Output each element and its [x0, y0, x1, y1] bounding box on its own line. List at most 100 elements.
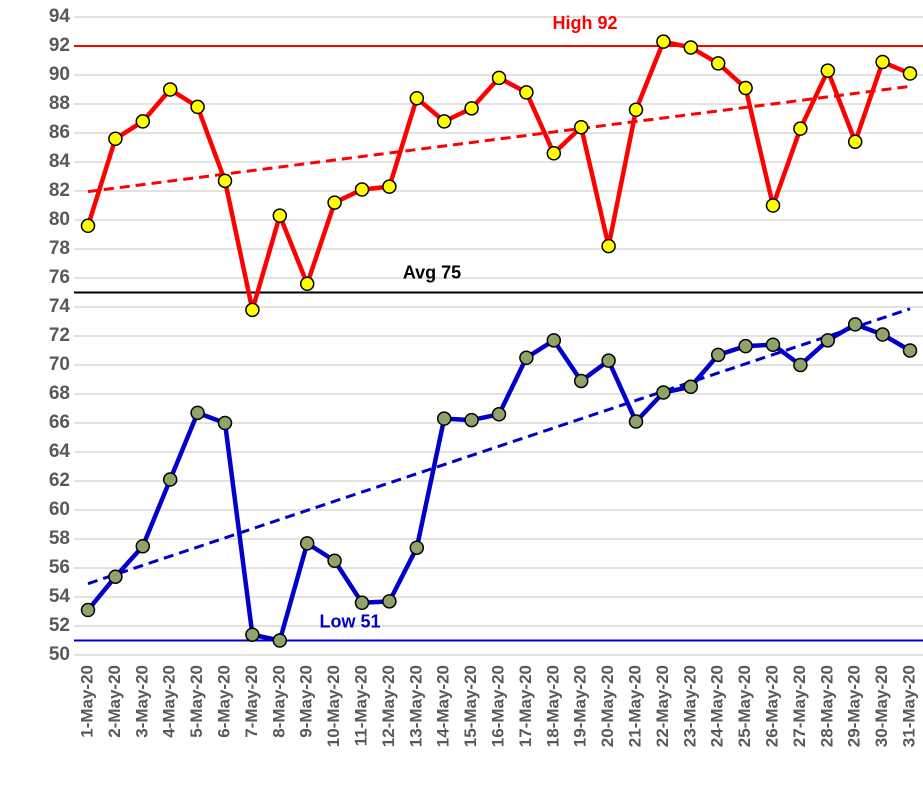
data-point — [464, 412, 479, 428]
data-point — [108, 131, 123, 147]
x-tick-label: 21-May-20 — [625, 665, 644, 747]
y-tick-label: 92 — [49, 35, 70, 56]
data-point — [765, 198, 781, 213]
x-tick-label: 5-May-20 — [187, 665, 206, 738]
data-point — [683, 40, 699, 55]
x-tick-label: 23-May-20 — [680, 665, 699, 747]
data-point — [190, 405, 205, 421]
x-tick-label: 1-May-20 — [77, 665, 96, 738]
data-point — [902, 66, 918, 81]
data-point — [409, 540, 425, 555]
data-point — [436, 114, 452, 129]
y-tick-label: 74 — [49, 296, 71, 317]
reference-label: Low 51 — [319, 612, 380, 632]
data-point — [875, 54, 890, 70]
x-tick-label: 3-May-20 — [132, 665, 151, 738]
y-tick-label: 94 — [49, 6, 71, 27]
data-point — [601, 353, 616, 368]
data-point — [793, 121, 808, 136]
data-point — [245, 627, 260, 642]
data-point — [820, 63, 836, 78]
data-point — [80, 218, 96, 234]
x-tick-label: 12-May-20 — [379, 665, 398, 747]
x-tick-label: 27-May-20 — [790, 665, 809, 747]
data-point — [546, 333, 562, 348]
x-tick-label: 24-May-20 — [708, 665, 727, 747]
x-tick-label: 19-May-20 — [571, 665, 590, 747]
data-point — [519, 85, 534, 100]
x-tick-label: 18-May-20 — [543, 665, 562, 747]
data-point — [217, 415, 233, 431]
data-point — [272, 208, 288, 223]
y-tick-label: 50 — [49, 644, 70, 665]
x-tick-label: 26-May-20 — [762, 665, 781, 747]
data-point — [245, 302, 260, 318]
data-point — [628, 414, 644, 429]
y-tick-label: 62 — [49, 470, 70, 491]
y-tick-label: 76 — [49, 267, 70, 288]
data-point — [299, 276, 315, 292]
data-point — [656, 385, 671, 400]
data-point — [793, 357, 808, 373]
y-tick-label: 78 — [49, 238, 70, 259]
data-point — [847, 317, 863, 332]
y-tick-label: 56 — [49, 557, 70, 578]
y-tick-label: 82 — [49, 180, 70, 201]
data-point — [573, 373, 589, 389]
x-tick-label: 15-May-20 — [461, 665, 480, 747]
x-tick-label: 10-May-20 — [324, 665, 343, 747]
y-tick-label: 54 — [49, 586, 71, 607]
trend-line — [87, 84, 911, 194]
y-tick-label: 70 — [49, 354, 70, 375]
x-tick-label: 16-May-20 — [488, 665, 507, 747]
x-tick-label: 30-May-20 — [872, 665, 891, 747]
y-tick-label: 88 — [49, 93, 70, 114]
data-point — [464, 101, 479, 116]
data-point — [820, 333, 836, 348]
data-point — [546, 146, 562, 161]
x-tick-label: 29-May-20 — [845, 665, 864, 747]
data-point — [108, 569, 123, 584]
x-tick-label: 22-May-20 — [653, 665, 672, 747]
data-point — [217, 173, 233, 189]
reference-label: Avg 75 — [403, 263, 461, 283]
x-tick-label: 2-May-20 — [105, 665, 124, 738]
data-point — [601, 238, 616, 254]
series-line — [86, 322, 912, 643]
data-point — [162, 472, 178, 487]
data-point — [354, 182, 370, 197]
x-tick-label: 7-May-20 — [242, 665, 261, 738]
y-tick-label: 86 — [49, 122, 70, 143]
x-tick-label: 25-May-20 — [735, 665, 754, 747]
data-point — [491, 70, 507, 86]
data-point — [382, 179, 397, 194]
data-point — [710, 56, 726, 71]
x-tick-label: 17-May-20 — [516, 665, 535, 747]
data-point — [327, 553, 342, 568]
y-tick-label: 80 — [49, 209, 70, 230]
data-point — [765, 337, 781, 352]
data-point — [656, 34, 671, 49]
x-tick-label: 11-May-20 — [351, 665, 370, 746]
data-point — [710, 347, 726, 363]
y-tick-label: 66 — [49, 412, 70, 433]
data-point — [354, 595, 370, 611]
data-point — [902, 343, 918, 358]
data-point — [409, 90, 425, 106]
x-tick-label: 31-May-20 — [899, 665, 918, 747]
data-point — [875, 327, 890, 342]
y-tick-label: 68 — [49, 383, 70, 404]
y-tick-label: 72 — [49, 325, 70, 346]
data-point — [683, 379, 699, 394]
y-tick-label: 84 — [49, 151, 71, 172]
x-tick-label: 14-May-20 — [434, 665, 453, 747]
y-tick-label: 52 — [49, 615, 70, 636]
y-tick-label: 60 — [49, 499, 70, 520]
data-point — [135, 539, 151, 554]
x-tick-label: 9-May-20 — [297, 665, 316, 738]
data-point — [436, 411, 452, 426]
trend-line — [87, 307, 911, 586]
y-tick-label: 58 — [49, 528, 70, 549]
x-tick-label: 20-May-20 — [598, 665, 617, 747]
